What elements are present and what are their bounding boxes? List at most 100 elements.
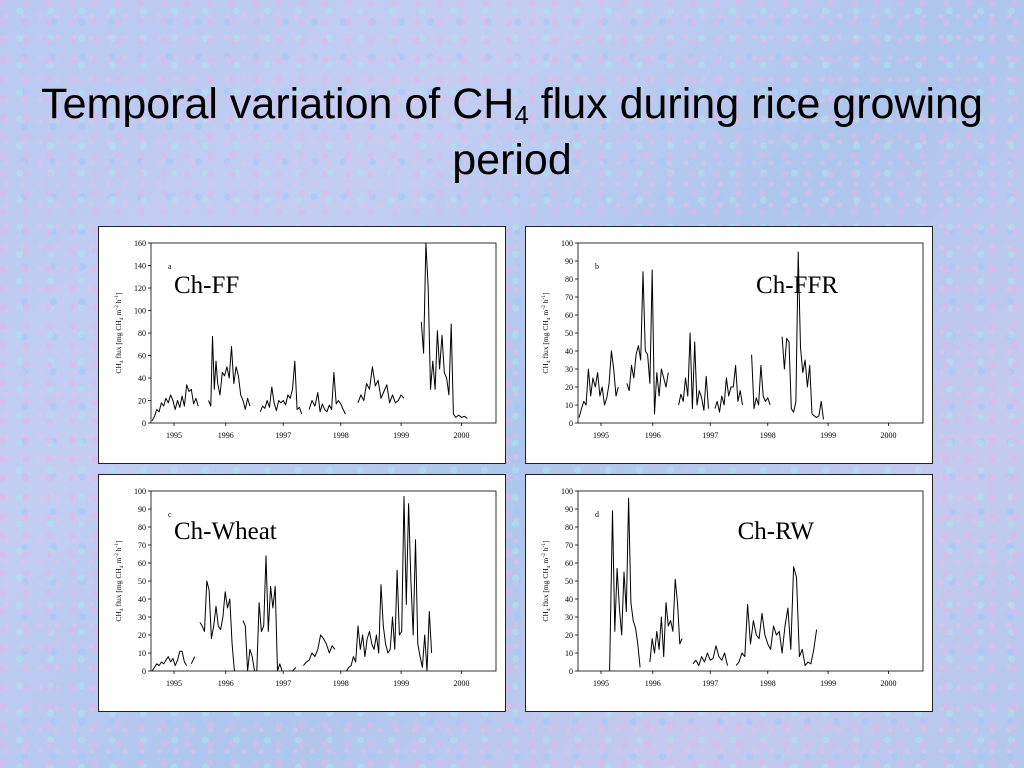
series-line	[289, 667, 297, 671]
series-line	[609, 497, 641, 671]
y-tick-label: 90	[565, 257, 573, 266]
y-tick-label: 0	[142, 419, 146, 428]
series-line	[751, 354, 771, 410]
x-tick-label: 1999	[820, 679, 836, 688]
x-tick-label: 1996	[645, 679, 661, 688]
chart-panel-ch-ffr: 0 10 20 30 40 50 60 70 80 90 100 1995 1996 1997 1998 19…	[525, 226, 933, 464]
y-tick-label: 100	[134, 307, 146, 316]
panel-letter: c	[168, 510, 172, 519]
series-name: Ch-RW	[738, 518, 815, 545]
y-tick-label: 30	[565, 613, 573, 622]
series-line	[208, 335, 251, 410]
series-line	[190, 656, 196, 665]
chart-ch-ff: 0 20 40 60 80 100 120 140 160 1995 1996 1997 1998 199…	[114, 239, 497, 440]
x-tick-label: 1999	[393, 431, 409, 440]
series-line	[692, 645, 728, 667]
panel-letter: b	[595, 262, 599, 271]
y-axis-label: CH4 flux [mg CH4 m-2 h-1]	[114, 540, 125, 621]
series-line	[714, 364, 743, 413]
x-tick-label: 1996	[645, 431, 661, 440]
x-tick-label: 1995	[166, 679, 182, 688]
y-tick-label: 90	[138, 505, 146, 514]
y-tick-label: 30	[138, 613, 146, 622]
y-tick-label: 50	[565, 577, 573, 586]
y-tick-label: 10	[138, 649, 146, 658]
y-tick-label: 100	[561, 239, 573, 248]
plot-frame	[150, 242, 497, 424]
series-line	[151, 650, 188, 671]
series-line	[735, 566, 818, 667]
y-tick-label: 30	[565, 365, 573, 374]
y-tick-label: 10	[565, 649, 573, 658]
series-line	[781, 251, 824, 420]
y-tick-label: 60	[565, 559, 573, 568]
x-tick-label: 1998	[760, 679, 776, 688]
y-tick-label: 40	[565, 347, 573, 356]
x-tick-label: 1999	[820, 431, 836, 440]
y-tick-label: 10	[565, 401, 573, 410]
series-line	[678, 332, 709, 411]
series-line	[578, 350, 619, 418]
x-tick-label: 1995	[593, 431, 609, 440]
y-tick-label: 0	[569, 667, 573, 676]
series-line	[420, 242, 468, 419]
y-tick-label: 20	[138, 397, 146, 406]
x-tick-label: 1998	[333, 679, 349, 688]
y-tick-label: 60	[565, 311, 573, 320]
x-tick-label: 1997	[275, 679, 291, 688]
y-tick-label: 90	[565, 505, 573, 514]
x-tick-label: 1997	[275, 431, 291, 440]
x-tick-label: 1997	[702, 679, 718, 688]
x-tick-label: 1995	[166, 431, 182, 440]
y-axis-label: CH4 flux [mg CH4 m-2 h-1]	[541, 292, 552, 373]
y-tick-label: 0	[142, 667, 146, 676]
x-tick-label: 1995	[593, 679, 609, 688]
y-tick-label: 100	[561, 487, 573, 496]
x-tick-label: 1998	[760, 431, 776, 440]
series-line	[242, 555, 283, 671]
y-tick-label: 70	[565, 541, 573, 550]
panel-letter: d	[595, 510, 599, 519]
chart-panel-ch-ff: 0 20 40 60 80 100 120 140 160 1995 1996 1997 1998 199…	[98, 226, 506, 464]
y-tick-label: 20	[565, 383, 573, 392]
series-line	[308, 371, 346, 415]
x-tick-label: 1996	[218, 431, 234, 440]
x-tick-label: 1998	[333, 431, 349, 440]
y-axis-label: CH4 flux [mg CH4 m-2 h-1]	[114, 292, 125, 373]
y-tick-label: 40	[565, 595, 573, 604]
x-tick-label: 2000	[454, 431, 470, 440]
series-line	[346, 495, 433, 671]
y-tick-label: 80	[138, 523, 146, 532]
y-tick-label: 80	[565, 275, 573, 284]
chart-ch-ffr: 0 10 20 30 40 50 60 70 80 90 100 1995 1996 1997 1998 19…	[541, 239, 924, 440]
y-tick-label: 100	[134, 487, 146, 496]
chart-ch-wheat: 0 10 20 30 40 50 60 70 80 90 100 1995 1996 1997 1998 19…	[114, 487, 497, 688]
y-tick-label: 120	[134, 284, 146, 293]
y-tick-label: 160	[134, 239, 146, 248]
title-rest: flux during rice growing period	[452, 80, 983, 184]
series-line	[649, 578, 683, 663]
series-name: Ch-Wheat	[174, 518, 277, 545]
chart-ch-rw: 0 10 20 30 40 50 60 70 80 90 100 1995 1996 1997 1998 19…	[541, 487, 924, 688]
y-tick-label: 60	[138, 559, 146, 568]
y-tick-label: 50	[565, 329, 573, 338]
x-tick-label: 1997	[702, 431, 718, 440]
series-line	[259, 360, 303, 415]
y-tick-label: 80	[565, 523, 573, 532]
series-line	[199, 580, 235, 671]
series-line	[357, 366, 405, 404]
y-tick-label: 80	[138, 329, 146, 338]
y-tick-label: 70	[565, 293, 573, 302]
y-tick-label: 20	[565, 631, 573, 640]
y-tick-label: 40	[138, 374, 146, 383]
y-tick-label: 40	[138, 595, 146, 604]
plot-frame	[577, 242, 924, 424]
y-tick-label: 70	[138, 541, 146, 550]
x-tick-label: 1996	[218, 679, 234, 688]
panel-letter: a	[168, 262, 172, 271]
title-subscript: 4	[514, 100, 529, 130]
y-tick-label: 60	[138, 352, 146, 361]
y-axis-label: CH4 flux [mg CH4 m-2 h-1]	[541, 540, 552, 621]
chart-panel-ch-rw: 0 10 20 30 40 50 60 70 80 90 100 1995 1996 1997 1998 19…	[525, 474, 933, 712]
series-name: Ch-FF	[174, 272, 239, 299]
